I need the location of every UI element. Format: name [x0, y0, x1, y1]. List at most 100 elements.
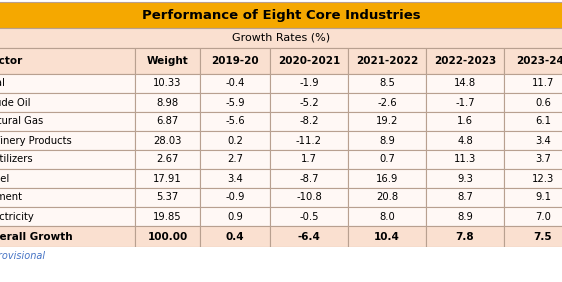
Text: -6.4: -6.4 [297, 232, 320, 241]
Text: Steel: Steel [0, 173, 9, 184]
Bar [426, 226, 504, 247]
Text: Cement: Cement [0, 193, 23, 202]
Bar [426, 93, 504, 112]
Bar [135, 150, 200, 169]
Bar [135, 93, 200, 112]
Text: 16.9: 16.9 [376, 173, 398, 184]
Bar [426, 150, 504, 169]
Bar [270, 169, 348, 188]
Text: Growth Rates (%): Growth Rates (%) [232, 33, 330, 43]
Bar [200, 74, 270, 93]
Text: 0.2: 0.2 [227, 135, 243, 146]
Bar [504, 131, 562, 150]
Text: Performance of Eight Core Industries: Performance of Eight Core Industries [142, 8, 420, 21]
Text: 3.7: 3.7 [535, 155, 551, 164]
Text: 2.7: 2.7 [227, 155, 243, 164]
Text: 9.1: 9.1 [535, 193, 551, 202]
Text: 8.9: 8.9 [457, 212, 473, 221]
Bar [0, 112, 135, 131]
Text: 2020-2021: 2020-2021 [278, 56, 340, 66]
Bar [270, 112, 348, 131]
Bar [135, 112, 200, 131]
Text: 6.87: 6.87 [156, 116, 179, 127]
Bar [270, 150, 348, 169]
Text: 8.0: 8.0 [379, 212, 395, 221]
Text: 2023-24*: 2023-24* [516, 56, 562, 66]
Bar [135, 131, 200, 150]
Bar [0, 188, 135, 207]
Text: -0.5: -0.5 [299, 212, 319, 221]
Bar [200, 188, 270, 207]
Bar [200, 207, 270, 226]
Text: 100.00: 100.00 [147, 232, 188, 241]
Bar [0, 131, 135, 150]
Bar [504, 169, 562, 188]
Bar [200, 150, 270, 169]
Bar [0, 93, 135, 112]
Bar [348, 207, 426, 226]
Bar [135, 188, 200, 207]
Text: 10.33: 10.33 [153, 78, 182, 89]
Text: Coal: Coal [0, 78, 6, 89]
Text: -1.9: -1.9 [299, 78, 319, 89]
Bar [270, 48, 348, 74]
Bar [504, 112, 562, 131]
Bar [0, 150, 135, 169]
Bar [200, 93, 270, 112]
Text: 2019-20: 2019-20 [211, 56, 259, 66]
Text: 6.1: 6.1 [535, 116, 551, 127]
Bar [426, 207, 504, 226]
Text: 1.6: 1.6 [457, 116, 473, 127]
Bar [0, 226, 135, 247]
Text: -5.6: -5.6 [225, 116, 245, 127]
Bar [135, 169, 200, 188]
Bar [0, 2, 562, 28]
Bar [348, 226, 426, 247]
Text: 8.98: 8.98 [156, 98, 179, 107]
Bar [504, 188, 562, 207]
Bar [426, 112, 504, 131]
Bar [504, 74, 562, 93]
Bar [135, 226, 200, 247]
Bar [426, 131, 504, 150]
Text: Sector: Sector [0, 56, 22, 66]
Text: 0.7: 0.7 [379, 155, 395, 164]
Text: 12.3: 12.3 [532, 173, 554, 184]
Bar [200, 169, 270, 188]
Text: 2.67: 2.67 [156, 155, 179, 164]
Text: 7.5: 7.5 [534, 232, 552, 241]
Bar [0, 169, 135, 188]
Text: 19.2: 19.2 [376, 116, 398, 127]
Text: Natural Gas: Natural Gas [0, 116, 43, 127]
Bar [504, 93, 562, 112]
Bar [426, 48, 504, 74]
Bar [135, 207, 200, 226]
Text: 8.9: 8.9 [379, 135, 395, 146]
Bar [200, 131, 270, 150]
Text: Refinery Products: Refinery Products [0, 135, 72, 146]
Text: 0.4: 0.4 [226, 232, 244, 241]
Text: 10.4: 10.4 [374, 232, 400, 241]
Text: Electricity: Electricity [0, 212, 34, 221]
Bar [270, 131, 348, 150]
Text: Weight: Weight [147, 56, 188, 66]
Bar [426, 74, 504, 93]
Text: 8.5: 8.5 [379, 78, 395, 89]
Bar [504, 207, 562, 226]
Bar [504, 150, 562, 169]
Text: 0.9: 0.9 [227, 212, 243, 221]
Text: 2021-2022: 2021-2022 [356, 56, 418, 66]
Bar [426, 188, 504, 207]
Text: 11.7: 11.7 [532, 78, 554, 89]
Text: -0.4: -0.4 [225, 78, 244, 89]
Bar [0, 28, 562, 48]
Text: 7.0: 7.0 [535, 212, 551, 221]
Bar [348, 112, 426, 131]
Bar [270, 188, 348, 207]
Text: 19.85: 19.85 [153, 212, 182, 221]
Bar [270, 93, 348, 112]
Text: -0.9: -0.9 [225, 193, 244, 202]
Text: 20.8: 20.8 [376, 193, 398, 202]
Bar [270, 74, 348, 93]
Text: -11.2: -11.2 [296, 135, 322, 146]
